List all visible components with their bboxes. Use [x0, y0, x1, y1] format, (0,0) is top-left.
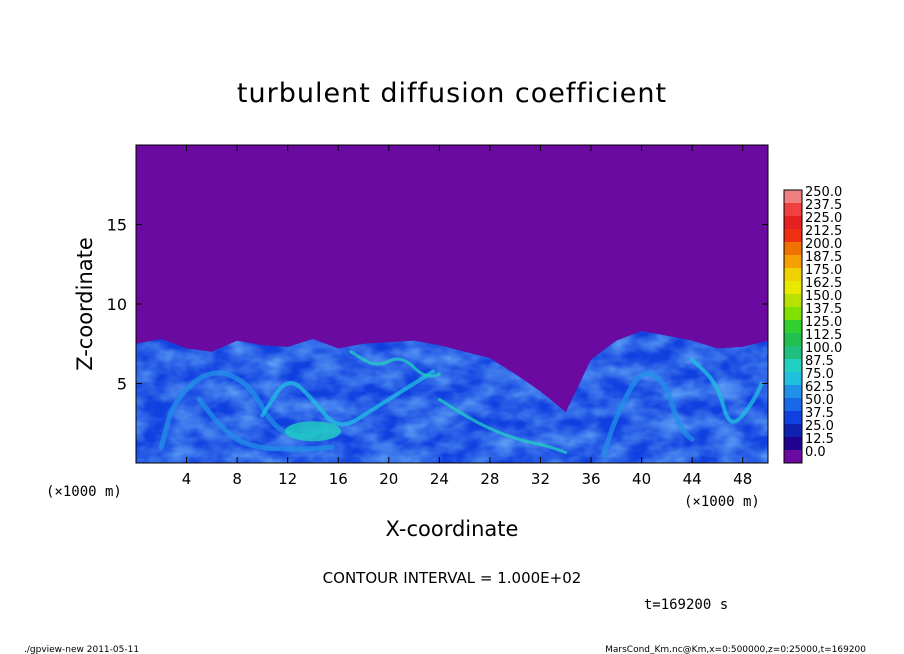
colorbar-swatch	[784, 411, 802, 425]
colorbar-swatch	[784, 242, 802, 256]
colorbar-swatch	[784, 294, 802, 308]
colorbar-level-label: 125.0	[805, 315, 842, 330]
chart-title: turbulent diffusion coefficient	[237, 78, 667, 109]
colorbar-level-label: 0.0	[805, 445, 826, 460]
eddy-stroke	[601, 371, 695, 458]
colorbar-level-label: 112.5	[805, 328, 842, 343]
colorbar-level-label: 75.0	[805, 367, 834, 382]
colorbar-swatch	[784, 333, 802, 347]
colorbar-frame	[783, 189, 803, 464]
colorbar-level-label: 200.0	[805, 237, 842, 252]
eddy-core	[284, 421, 341, 442]
x-tick-label: 32	[531, 470, 550, 488]
colorbar-swatch	[784, 372, 802, 386]
colorbar-level-label: 37.5	[805, 406, 834, 421]
colorbar-level-label: 50.0	[805, 393, 834, 408]
colorbar-level-label: 62.5	[805, 380, 834, 395]
colorbar-swatch	[784, 307, 802, 321]
colorbar-swatch	[784, 281, 802, 295]
x-tick-label: 20	[379, 470, 398, 488]
time-label: t=169200 s	[644, 597, 728, 613]
colorbar-level-label: 137.5	[805, 302, 842, 317]
colorbar-swatch	[784, 385, 802, 399]
colorbar-level-label: 237.5	[805, 198, 842, 213]
x-tick-label: 4	[182, 470, 192, 488]
colorbar-swatch	[784, 359, 802, 373]
footer-left: ./gpview-new 2011-05-11	[24, 645, 139, 654]
contour-interval: CONTOUR INTERVAL = 1.000E+02	[323, 569, 582, 587]
colorbar-level-label: 175.0	[805, 263, 842, 278]
colorbar-swatch	[784, 255, 802, 269]
x-tick-label: 48	[733, 470, 752, 488]
x-tick-label: 36	[581, 470, 600, 488]
footer-right: MarsCond_Km.nc@Km,x=0:500000,z=0:25000,t…	[605, 645, 866, 654]
x-tick-label: 44	[683, 470, 702, 488]
colorbar-swatch	[784, 437, 802, 451]
eddy-stroke	[260, 369, 436, 427]
x-tick-label: 16	[329, 470, 348, 488]
x-unit-left: (×1000 m)	[46, 484, 122, 500]
plot-area	[136, 145, 768, 463]
y-tick-label: 10	[107, 295, 127, 314]
colorbar-level-label: 150.0	[805, 289, 842, 304]
colorbar-level-label: 250.0	[805, 185, 842, 200]
eddy-stroke	[690, 357, 764, 424]
eddy-stroke	[196, 396, 335, 452]
eddy-structures	[158, 350, 764, 458]
colorbar-swatch	[784, 424, 802, 438]
x-tick-label: 40	[632, 470, 651, 488]
x-axis: 4 8 12 16 20 24 28 32 36 40 44 48	[182, 145, 752, 488]
colorbar-swatch	[784, 398, 802, 412]
eddy-stroke	[349, 350, 441, 378]
colorbar-level-label: 12.5	[805, 432, 834, 447]
y-axis: 5 10 15	[107, 216, 768, 394]
x-unit-right: (×1000 m)	[684, 494, 760, 510]
colorbar-swatch	[784, 450, 802, 464]
colorbar-level-label: 225.0	[805, 211, 842, 226]
eddy-stroke	[437, 397, 568, 455]
colorbar-level-label: 187.5	[805, 250, 842, 265]
x-axis-label: X-coordinate	[386, 517, 519, 541]
colorbar-swatch	[784, 320, 802, 334]
x-tick-label: 28	[480, 470, 499, 488]
colorbar-swatch	[784, 268, 802, 282]
y-tick-label: 5	[117, 375, 127, 394]
colorbar-swatch	[784, 229, 802, 243]
colorbar-swatch	[784, 346, 802, 360]
colorbar-level-label: 212.5	[805, 224, 842, 239]
colorbar-swatch	[784, 216, 802, 230]
colorbar: 250.0237.5225.0212.5200.0187.5175.0162.5…	[783, 185, 842, 464]
colorbar-level-label: 25.0	[805, 419, 834, 434]
y-tick-label: 15	[107, 216, 127, 235]
colorbar-swatch	[784, 190, 802, 204]
y-axis-label: Z-coordinate	[73, 237, 97, 371]
x-tick-label: 24	[430, 470, 449, 488]
colorbar-level-label: 87.5	[805, 354, 834, 369]
colorbar-level-label: 162.5	[805, 276, 842, 291]
x-tick-label: 12	[278, 470, 297, 488]
x-tick-label: 8	[232, 470, 242, 488]
colorbar-swatch	[784, 203, 802, 217]
colorbar-level-label: 100.0	[805, 341, 842, 356]
